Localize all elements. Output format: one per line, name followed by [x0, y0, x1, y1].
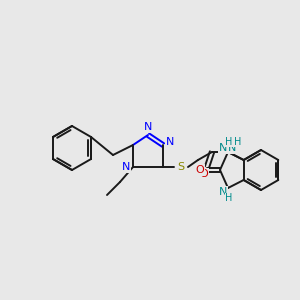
Text: N: N	[228, 143, 236, 153]
Text: N: N	[219, 187, 227, 197]
Text: N: N	[122, 162, 130, 172]
Text: O: O	[196, 165, 204, 175]
Text: N: N	[144, 122, 152, 132]
Text: N: N	[219, 143, 227, 153]
Text: H: H	[234, 137, 242, 147]
Text: H: H	[225, 137, 233, 147]
Text: S: S	[177, 162, 184, 172]
Text: O: O	[200, 169, 208, 179]
Text: H: H	[225, 193, 233, 203]
Text: N: N	[166, 137, 174, 147]
